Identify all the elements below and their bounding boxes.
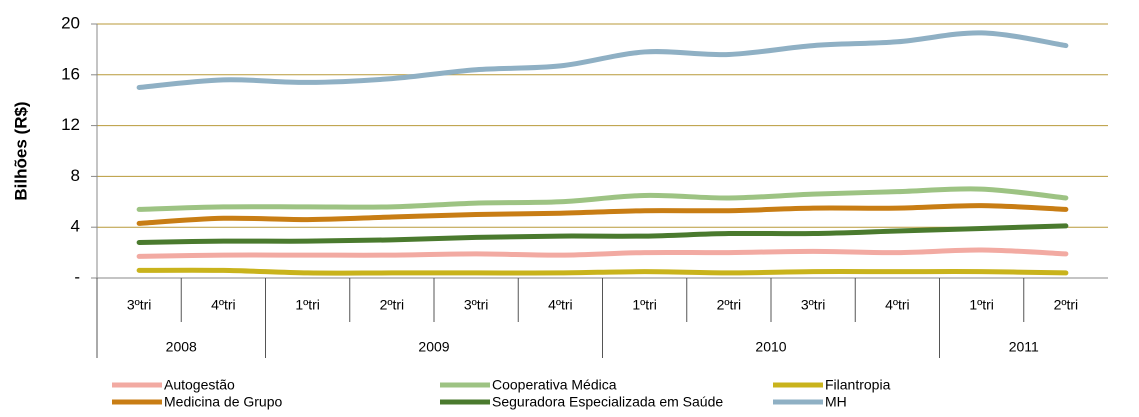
series-line — [136, 203, 1069, 226]
year-label: 2008 — [166, 339, 197, 355]
legend-label: Autogestão — [164, 377, 235, 393]
y-tick-label: - — [74, 267, 80, 286]
legend-label: Medicina de Grupo — [164, 394, 283, 410]
legend-label: Cooperativa Médica — [492, 377, 617, 393]
x-tick-label: 1ºtri — [295, 297, 320, 313]
legend-label: Filantropia — [825, 377, 891, 393]
x-tick-label: 1ºtri — [632, 297, 657, 313]
x-tick-label: 3ºtri — [464, 297, 489, 313]
year-label: 2010 — [755, 339, 786, 355]
series-line — [136, 247, 1069, 259]
y-tick-label: 4 — [71, 217, 80, 236]
series-line — [136, 267, 1069, 276]
y-axis-label: Bilhões (R$) — [11, 101, 30, 200]
x-tick-label: 1ºtri — [969, 297, 994, 313]
x-tick-label: 4ºtri — [885, 297, 910, 313]
y-tick-label: 16 — [61, 64, 80, 83]
legend-label: MH — [825, 394, 847, 410]
y-tick-label: 20 — [61, 13, 80, 32]
legend-label: Seguradora Especializada em Saúde — [492, 394, 723, 410]
x-tick-label: 2ºtri — [1054, 297, 1079, 313]
y-tick-label: 12 — [61, 115, 80, 134]
series-line — [136, 30, 1069, 90]
year-label: 2009 — [418, 339, 449, 355]
x-tick-label: 4ºtri — [548, 297, 573, 313]
x-tick-label: 3ºtri — [801, 297, 826, 313]
series-line — [136, 186, 1069, 212]
x-tick-label: 4ºtri — [211, 297, 236, 313]
x-tick-label: 2ºtri — [717, 297, 742, 313]
series-line — [136, 223, 1069, 245]
x-tick-label: 2ºtri — [380, 297, 405, 313]
year-label: 2011 — [1009, 339, 1039, 355]
y-tick-label: 8 — [71, 166, 80, 185]
x-tick-label: 3ºtri — [127, 297, 152, 313]
